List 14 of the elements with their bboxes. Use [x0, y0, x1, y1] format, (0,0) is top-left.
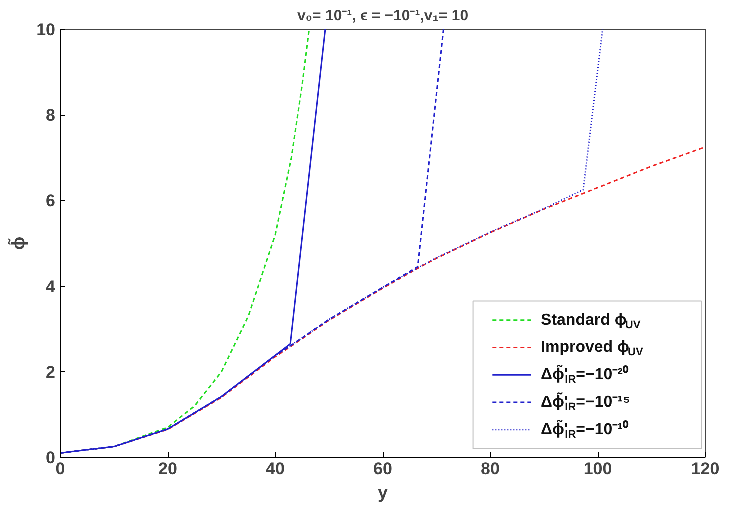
x-tick-label: 60	[374, 460, 392, 478]
y-tick-label: 8	[46, 106, 56, 126]
y-tick-label: 2	[46, 362, 56, 382]
y-tick-label: 10	[36, 20, 56, 40]
x-tick-label: 40	[266, 460, 285, 478]
chart-title: v₀= 10⁻¹, ϵ = −10⁻¹,v₁= 10	[297, 8, 469, 24]
x-tick-label: 80	[481, 460, 500, 478]
y-axis-title: ϕ̃	[8, 236, 29, 250]
x-tick-label: 120	[691, 460, 720, 478]
x-axis-title: y	[378, 482, 388, 502]
y-tick-label: 4	[46, 277, 56, 296]
x-tick-label: 20	[158, 460, 178, 478]
x-tick-label: 100	[584, 460, 612, 478]
y-tick-label: 6	[46, 192, 56, 211]
